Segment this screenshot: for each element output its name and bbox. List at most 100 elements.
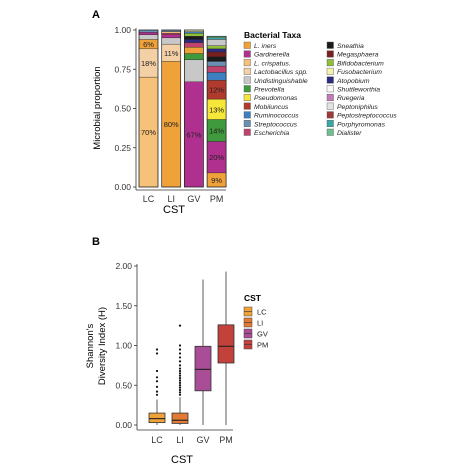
panel-a-legend-swatch [243, 76, 251, 84]
panel-a-legend-label: Ruminococcus [254, 113, 299, 120]
panel-a-legend-swatch [326, 50, 334, 58]
panel-b-y-tick-label: 0.50 [115, 380, 132, 390]
panel-a-segment-label: 18% [141, 59, 156, 68]
panel-b-outlier [178, 376, 182, 380]
panel-a-segment-label: 67% [186, 130, 201, 139]
panel-b-box-rect [171, 412, 189, 424]
panel-a-legend-swatch [243, 120, 251, 128]
panel-b-outlier [178, 324, 182, 327]
panel-a-legend-label: Dialister [337, 130, 362, 137]
panel-a-bar-segment [206, 61, 227, 67]
panel-b-box-lc [148, 348, 166, 425]
panel-b-box-rect [217, 324, 235, 364]
panel-b-outlier [178, 360, 182, 363]
panel-a-segment-label: 14% [209, 126, 224, 135]
panel-b-boxes [148, 271, 235, 425]
panel-a-bar-segment [206, 45, 227, 50]
panel-b-axes: 0.00 0.50 1.00 1.50 2.00 LC LI GV PM [115, 261, 233, 445]
panel-a-segment-label: 80% [164, 120, 179, 129]
panel-b-x-tick-label: GV [196, 435, 209, 445]
panel-a-bars: 70% 18% 6% 80% 11% 67% 9% 20% 14% 13% 12% [138, 29, 227, 188]
panel-a-bar-segment [184, 39, 204, 43]
panel-b-outlier [178, 388, 182, 392]
panel-a-legend-swatch [326, 67, 334, 75]
panel-b-outlier [155, 390, 159, 393]
panel-a-legend-label: Megasphaera [337, 52, 379, 59]
panel-a-bar-segment [161, 37, 181, 45]
panel-a-legend-label: L. crispatus. [254, 60, 291, 67]
panel-a-legend-label: Ruegeria [337, 95, 365, 102]
panel-a-x-tick-label: LC [143, 194, 155, 204]
panel-a-legend-swatch [243, 67, 251, 75]
panel-a-x-tick-label: GV [187, 194, 200, 204]
panel-b-outlier [178, 352, 182, 355]
panel-a-segment-label: 13% [209, 105, 224, 114]
panel-b-outlier [178, 369, 182, 373]
panel-a-bar-segment [161, 31, 181, 34]
panel-a-bar-segment [206, 65, 227, 73]
panel-a-legend-swatch [243, 85, 251, 93]
panel-a-bar-segment [206, 51, 227, 57]
panel-b-outlier [178, 381, 182, 384]
panel-a-y-tick-label: 0.00 [114, 182, 131, 192]
panel-a-x-tick-label: PM [210, 194, 224, 204]
panel-b-x-tick-label: LI [176, 435, 184, 445]
panel-b-x-axis-label: CST [171, 454, 193, 466]
panel-a-bar-segment [206, 37, 227, 40]
panel-a-legend-label: Bifidobacterium [337, 60, 384, 67]
panel-a-bar-segment [206, 56, 227, 62]
panel-a-legend-label: Undistinguishable [254, 78, 308, 85]
panel-b-box-li [171, 324, 189, 425]
panel-a-legend-swatch [326, 128, 334, 136]
panel-a-legend-swatch [326, 111, 334, 119]
panel-a-bar-segment [138, 32, 159, 35]
panel-b-box-pm [217, 271, 235, 425]
panel-a-legend-swatch [326, 85, 334, 93]
panel-a-bar-segment [184, 31, 204, 34]
panel-a-legend-swatch [243, 59, 251, 67]
panel-b-outlier [155, 393, 159, 396]
panel-b-outlier [178, 393, 182, 396]
panel-b-outlier [155, 352, 159, 355]
panel-a-bar-segment [184, 47, 204, 54]
panel-a-axes: 0.00 0.25 0.50 0.75 1.00 LC LI GV PM [114, 25, 226, 204]
panel-a-legend-swatch [326, 41, 334, 49]
panel-a-bar-segment [138, 34, 159, 40]
panel-b-legend-label: LC [257, 308, 267, 317]
panel-b-outlier [155, 385, 159, 388]
panel-a-legend-label: Gardnerella [254, 52, 290, 59]
panel-b-legend-label: PM [257, 341, 268, 350]
panel-a-bar-segment [161, 34, 181, 39]
panel-b-outlier [178, 348, 182, 351]
panel-a-bar-segment [206, 39, 227, 46]
panel-a-legend-label: Escherichia [254, 130, 289, 137]
panel-a-legend-swatch [243, 41, 251, 49]
panel-a-letter: A [92, 9, 100, 21]
panel-b-box-rect [148, 412, 166, 424]
panel-a-y-tick-label: 1.00 [114, 25, 131, 35]
panel-b-y-axis-label-line-1: Shannon's [85, 323, 96, 368]
panel-a-segment-label: 20% [209, 153, 224, 162]
panel-a-legend-swatch [326, 93, 334, 101]
panel-a-y-axis-label: Microbial proportion [92, 66, 103, 149]
panel-b-outlier [155, 369, 159, 373]
panel-b-outlier [178, 374, 182, 377]
panel-a-legend-swatch [243, 93, 251, 101]
panel-b-letter: B [92, 236, 100, 248]
panel-a-y-tick-label: 0.75 [114, 64, 131, 74]
panel-b-outlier [155, 348, 159, 351]
panel-a-legend-label: Atopobium [336, 78, 370, 85]
panel-a-segment-label: 12% [209, 86, 224, 95]
panel-a-legend-label: Fusobacterium [337, 69, 382, 76]
panel-b-outlier [178, 367, 182, 370]
panel-a-legend-swatch [243, 50, 251, 58]
panel-b-outlier [178, 364, 182, 367]
panel-b-y-tick-label: 2.00 [115, 261, 132, 271]
panel-b-outlier [178, 386, 182, 389]
panel-a-legend-swatch [243, 128, 251, 136]
panel-a-legend-swatch [326, 59, 334, 67]
panel-a-legend-label: Peptoniphilus [337, 104, 378, 111]
panel-a-legend-label: Sneathia [337, 43, 364, 50]
panel-b-box-gv [194, 279, 212, 425]
